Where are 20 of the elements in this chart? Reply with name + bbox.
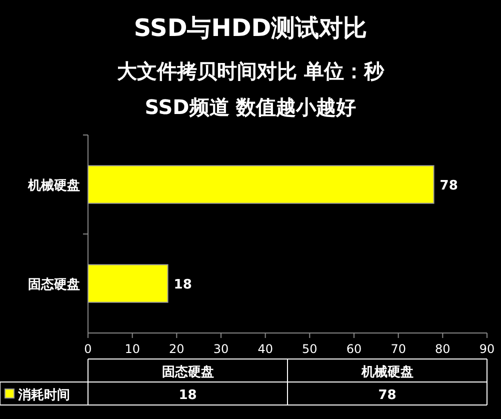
data-label: 78 [378,388,396,403]
data-label: 18 [178,388,197,403]
title: SSD与HDD测试对比 [134,14,368,42]
category-label: 固态硬盘 [162,364,214,380]
x-tick-label: 40 [258,342,273,356]
x-tick-label: 50 [302,342,318,356]
category-label: 机械硬盘 [360,365,414,380]
legend-label: 消耗时间 [17,387,70,403]
x-tick-label: 90 [479,342,495,356]
data-label: 18 [174,278,192,292]
x-tick-label: 80 [435,342,450,356]
x-tick-label: 20 [169,342,184,356]
x-tick-label: 60 [346,342,362,356]
x-tick-label: 30 [213,342,229,356]
x-tick-label: 10 [124,342,140,356]
annotation: SSD频道 数值越小越好 [144,95,356,119]
subtitle: 大文件拷贝时间对比 单位：秒 [117,59,384,83]
data-label: 78 [440,178,458,194]
x-tick-label: 0 [84,342,92,356]
x-tick-label: 70 [390,342,406,356]
